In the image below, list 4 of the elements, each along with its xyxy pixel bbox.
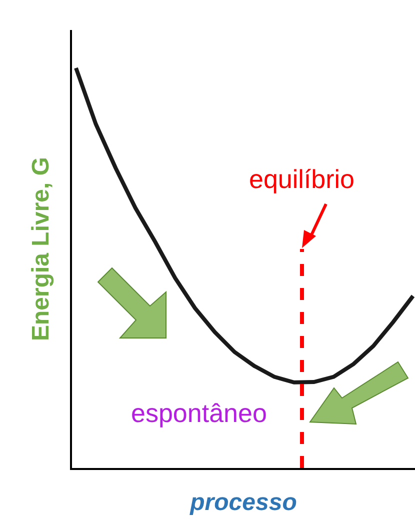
annotation: espontâneo (131, 398, 267, 428)
annotation: equilíbrio (249, 164, 355, 194)
x-axis-title: processo (189, 489, 297, 516)
y-axis-title: Energia Livre, G (28, 156, 55, 342)
